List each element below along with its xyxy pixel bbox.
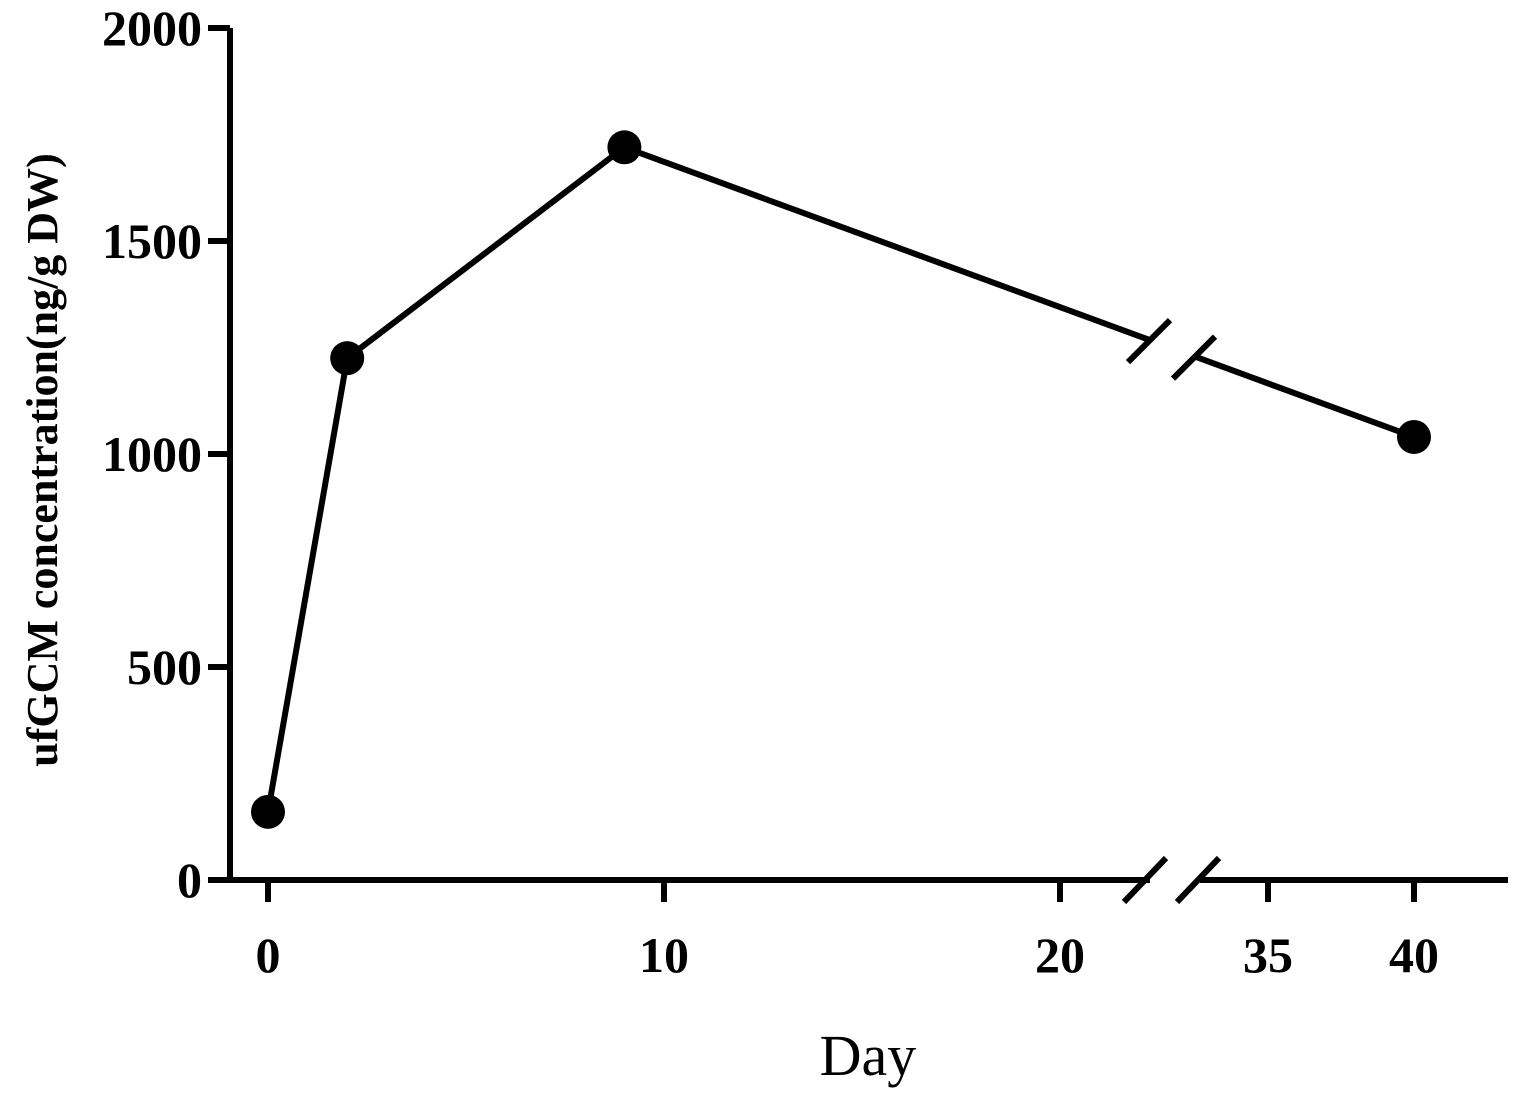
- data-point: [251, 794, 285, 829]
- x-tick-label: 0: [256, 927, 281, 983]
- y-axis-title: ufGCM concentration(ng/g DW): [18, 153, 67, 767]
- x-axis-title: Day: [820, 1023, 917, 1088]
- axes: 0 500 1000 1500 2000 0 10 20 35 40: [102, 0, 1508, 983]
- x-tick-label: 10: [639, 927, 689, 983]
- x-axis-break-mark: [1174, 855, 1222, 905]
- series-layer: [251, 130, 1431, 829]
- data-point: [330, 341, 365, 376]
- series-break-mark: [1170, 334, 1218, 381]
- y-tick-label: 2000: [102, 0, 202, 56]
- series-line: [265, 143, 1416, 813]
- y-tick-label: 0: [177, 852, 202, 908]
- x-tick-label: 40: [1389, 927, 1439, 983]
- x-tick-label: 20: [1035, 927, 1085, 983]
- x-tick-label: 35: [1243, 927, 1293, 983]
- y-tick-label: 1500: [102, 213, 202, 269]
- axis-labels: Day ufGCM concentration(ng/g DW): [18, 153, 916, 1088]
- y-tick-label: 1000: [102, 426, 202, 482]
- data-point: [1397, 419, 1431, 454]
- y-tick-label: 500: [127, 639, 202, 695]
- x-axis-break-mark: [1121, 855, 1169, 905]
- data-point: [607, 130, 642, 165]
